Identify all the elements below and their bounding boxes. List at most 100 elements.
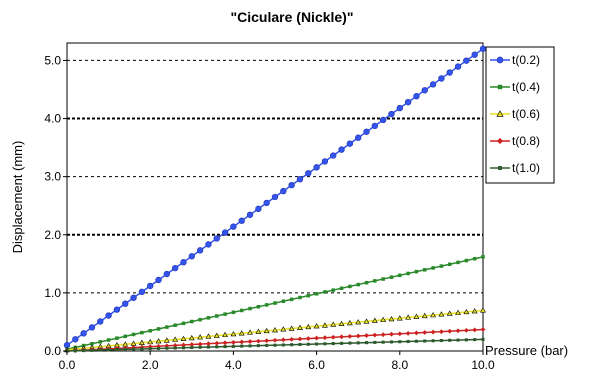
data-point	[347, 333, 353, 339]
data-point	[397, 331, 403, 337]
data-point	[246, 211, 254, 218]
data-point	[364, 333, 369, 338]
data-point	[463, 327, 469, 333]
data-point	[131, 332, 136, 337]
data-point	[381, 340, 385, 344]
data-point	[439, 264, 444, 268]
data-point	[481, 337, 485, 341]
data-point	[72, 336, 79, 343]
data-point	[479, 45, 487, 52]
data-point	[339, 286, 344, 291]
data-point	[364, 280, 369, 285]
data-point	[422, 330, 428, 335]
data-point	[205, 241, 212, 248]
data-point	[413, 93, 420, 100]
data-point	[379, 116, 387, 124]
data-point	[456, 338, 460, 342]
data-point	[231, 310, 236, 315]
data-point	[273, 301, 277, 305]
series-layer	[63, 45, 487, 354]
data-point	[113, 306, 121, 313]
data-point	[221, 229, 229, 236]
data-point	[298, 342, 302, 347]
data-point	[130, 294, 137, 301]
legend-item: t(0.6)	[490, 107, 540, 121]
data-point	[496, 137, 504, 145]
data-point	[447, 262, 452, 267]
data-point	[471, 51, 478, 58]
data-point	[256, 344, 260, 348]
data-point	[165, 346, 169, 350]
data-point	[164, 343, 170, 349]
data-point	[239, 339, 245, 345]
data-point	[371, 317, 378, 323]
data-point	[171, 264, 179, 272]
data-point	[322, 335, 328, 341]
data-point	[331, 342, 335, 346]
x-tick-label: 0.0	[59, 358, 76, 372]
data-point	[223, 312, 227, 316]
y-tick-label: 0.0	[44, 344, 61, 358]
data-point	[305, 336, 311, 341]
data-point	[480, 307, 486, 313]
data-point	[230, 339, 236, 345]
data-point	[464, 258, 469, 263]
data-point	[289, 297, 294, 302]
data-point	[248, 306, 252, 311]
data-point	[348, 284, 352, 289]
data-point	[247, 329, 253, 335]
data-point	[147, 338, 154, 345]
data-point	[140, 347, 144, 351]
data-point	[272, 327, 278, 333]
data-point	[155, 338, 162, 344]
legend-label: t(0.8)	[512, 134, 540, 148]
data-point	[340, 341, 344, 345]
data-point	[373, 279, 377, 283]
data-point	[215, 314, 219, 318]
data-point	[423, 268, 427, 272]
data-point	[398, 273, 402, 278]
data-point	[414, 339, 418, 343]
data-point	[373, 340, 377, 344]
data-point	[181, 346, 186, 350]
data-point	[255, 338, 261, 344]
data-point	[106, 338, 111, 342]
data-point	[115, 336, 119, 340]
data-point	[346, 140, 354, 147]
data-point	[247, 339, 253, 344]
data-point	[447, 328, 453, 334]
data-point	[371, 122, 379, 130]
data-point	[298, 295, 302, 300]
data-point	[463, 308, 470, 315]
data-point	[473, 338, 477, 342]
data-point	[313, 164, 320, 171]
data-point	[321, 158, 329, 165]
series-t(0.4)	[65, 255, 485, 352]
data-point	[188, 253, 195, 260]
data-point	[321, 322, 328, 328]
data-point	[156, 346, 161, 350]
data-point	[123, 347, 127, 351]
data-point	[356, 282, 360, 287]
data-point	[481, 255, 485, 259]
data-point	[188, 334, 195, 341]
x-tick-label: 6.0	[308, 358, 325, 372]
data-point	[163, 337, 170, 343]
data-point	[147, 282, 154, 290]
data-point	[155, 276, 162, 284]
data-point	[280, 187, 287, 195]
data-point	[305, 323, 312, 330]
data-point	[82, 348, 86, 353]
data-point	[498, 166, 502, 170]
data-point	[421, 87, 428, 94]
data-point	[389, 331, 394, 337]
x-axis-label: Pressure (bar)	[485, 343, 568, 358]
y-tick-label: 4.0	[44, 112, 61, 126]
data-point	[131, 345, 136, 350]
data-point	[356, 341, 360, 345]
data-point	[156, 327, 161, 331]
data-point	[339, 334, 344, 340]
data-point	[230, 330, 237, 337]
legend-item: t(0.2)	[490, 53, 540, 67]
data-point	[389, 275, 394, 279]
